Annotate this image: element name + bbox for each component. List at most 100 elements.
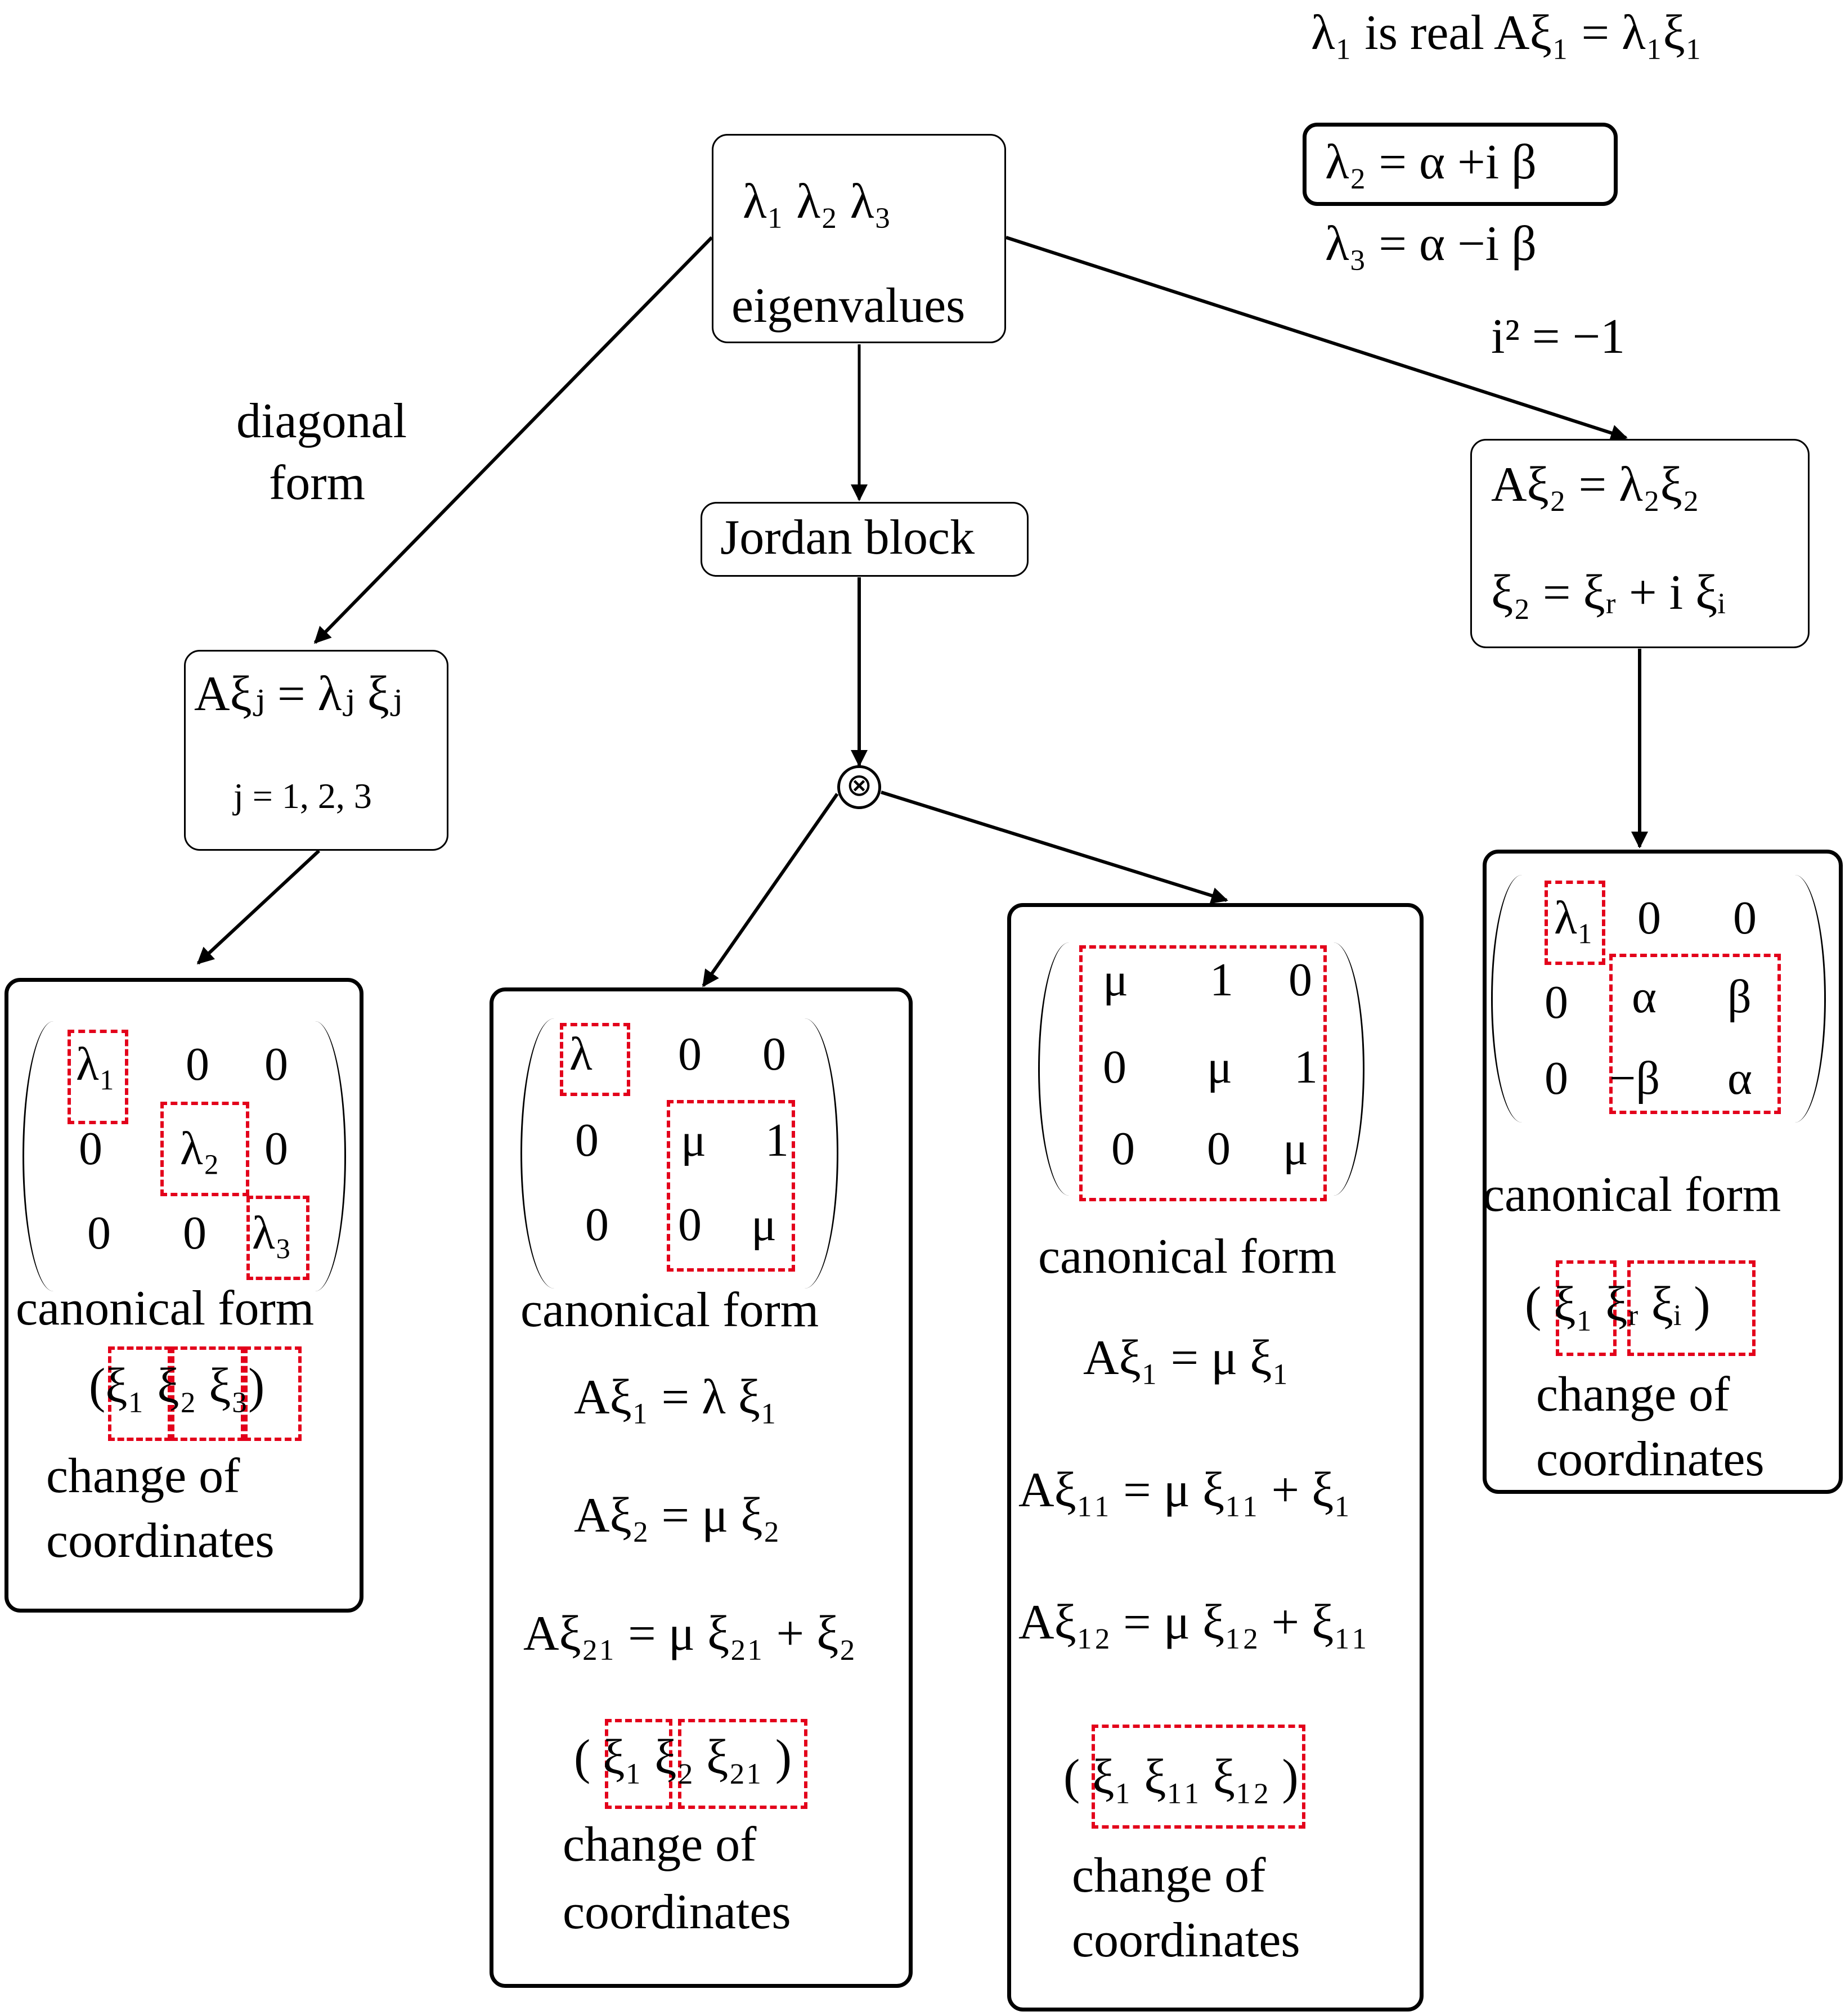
matrix-cell: 0 [1733,892,1757,944]
matrix-cell: 0 [183,1207,207,1259]
matrix-left-paren [1038,942,1069,1196]
complex-eigvec-node [1470,439,1810,648]
change-of-label: change of [1536,1367,1730,1422]
matrix-cell: −β [1609,1052,1660,1104]
basis-block-2 [171,1346,244,1441]
matrix-cell: 0 [678,1028,702,1080]
basis-vectors: ( ξ₁ ξ₂ ξ₂₁ ) [574,1730,792,1785]
lambda2-equation: λ₂ = α +i β [1325,135,1537,190]
matrix-cell: 0 [1111,1123,1135,1175]
canonical-form-caption: canonical form [1483,1168,1781,1222]
canonical-form-caption: canonical form [520,1283,819,1337]
matrix-right-paren [805,1018,838,1288]
change-of-label: change of [1072,1848,1266,1903]
complex-eigvec-equation: Aξ₂ = λ₂ξ₂ [1491,457,1700,512]
eigenvalues-label: eigenvalues [731,279,966,333]
matrix-cell: 0 [1637,892,1661,944]
matrix-cell: 0 [264,1123,288,1175]
diagonal-canonical-box [5,978,363,1613]
jordan3-block [1079,945,1327,1201]
jordan2-generalized-eq: Aξ₂₁ = μ ξ₂₁ + ξ₂ [523,1606,856,1661]
jordan3-eigvec-eq1: Aξ₁ = μ ξ₁ [1083,1331,1290,1385]
jordan2-block-1 [560,1023,630,1096]
basis-block-2 [678,1719,807,1809]
jordan2-eigvec-eq1: Aξ₁ = λ ξ₁ [574,1370,778,1425]
jordan2-block-2 [667,1100,795,1272]
change-of-label: change of [46,1449,240,1503]
matrix-left-paren [520,1018,554,1288]
matrix-right-paren [1334,942,1364,1196]
eigenvalue-symbols: λ₁ λ₂ λ₃ [743,174,892,229]
diagonal-eigvec-node [184,650,448,851]
matrix-left-paren [1491,875,1522,1123]
basis-block-1 [1556,1260,1617,1356]
canonical-form-caption: canonical form [1038,1229,1337,1284]
matrix-cell: μ [1207,1041,1233,1093]
jordan-block-label: Jordan block [720,510,975,565]
basis-vectors: ( ξ₁ ξ₁₁ ξ₁₂ ) [1063,1750,1299,1804]
matrix-cell: 0 [264,1038,288,1090]
split-node-icon: ⊗ [837,765,881,809]
matrix-cell: μ [1103,954,1129,1006]
matrix-cell: μ [1283,1123,1309,1175]
matrix-cell: 0 [1103,1041,1126,1093]
matrix-right-paren [315,1021,346,1291]
matrix-cell: 0 [678,1198,702,1251]
arrow-root-to-diagonal [313,236,713,644]
matrix-cell: 0 [186,1038,209,1090]
matrix-cell: 1 [1294,1041,1318,1093]
matrix-cell: α [1727,1052,1753,1104]
basis-block-1 [108,1346,171,1441]
matrix-cell: 0 [762,1028,786,1080]
matrix-cell: β [1727,971,1752,1023]
matrix-cell: 0 [575,1114,599,1166]
matrix-cell: 1 [765,1114,789,1166]
matrix-cell: 0 [1545,1052,1568,1104]
jordan3-generalized-eq2: Aξ₁₂ = μ ξ₁₂ + ξ₁₁ [1018,1595,1368,1650]
basis-block-3 [244,1346,302,1441]
matrix-cell: 0 [1207,1123,1231,1175]
complex-block-2 [1609,954,1781,1114]
coordinates-label: coordinates [1536,1432,1765,1487]
matrix-cell: μ [751,1198,777,1251]
jordan3-generalized-eq1: Aξ₁₁ = μ ξ₁₁ + ξ₁ [1018,1463,1352,1517]
change-of-label: change of [563,1817,757,1872]
complex-eigvec-decomposition: ξ₂ = ξᵣ + i ξᵢ [1491,565,1726,620]
matrix-cell: 0 [79,1123,102,1175]
jordan2-eigvec-eq2: Aξ₂ = μ ξ₂ [574,1488,780,1543]
matrix-cell: λ₁ [76,1038,116,1090]
jordan2-canonical-box [490,987,913,1988]
basis-block-2 [1627,1260,1756,1356]
arrow-node-to-jordan3 [881,791,1228,904]
arrow-node-to-jordan2 [702,793,839,987]
matrix-cell: λ₃ [252,1207,292,1259]
coordinates-label: coordinates [563,1885,791,1939]
arrow-diagonal-to-box [196,849,321,965]
coordinates-label: coordinates [46,1514,275,1568]
matrix-cell: 1 [1210,954,1233,1006]
basis-vectors: (ξ₁ ξ₂ ξ₃) [89,1359,265,1413]
matrix-left-paren [23,1021,53,1291]
arrow-root-to-complex [1005,236,1628,441]
eigenvalues-node [712,134,1006,343]
matrix-cell: λ₁ [1554,892,1594,944]
canonical-form-caption: canonical form [16,1281,315,1336]
matrix-cell: α [1632,971,1657,1023]
diagonal-index-range: j = 1, 2, 3 [234,776,372,816]
matrix-cell: 0 [585,1198,609,1251]
basis-vectors: ( ξ₁ ξᵣ ξᵢ ) [1525,1277,1711,1332]
diag-block-1 [68,1030,128,1124]
basis-block [1092,1725,1305,1829]
matrix-cell: λ [569,1028,592,1080]
diag-block-3 [246,1196,309,1280]
diagonal-form-label-line1: diagonal [236,394,407,448]
matrix-cell: 0 [87,1207,111,1259]
matrix-right-paren [1795,875,1826,1123]
matrix-cell: 0 [1289,954,1312,1006]
i-squared-equation: i² = −1 [1491,309,1626,364]
diag-block-2 [160,1102,249,1196]
jordan-block-node [701,502,1029,577]
complex-block-1 [1545,881,1605,965]
